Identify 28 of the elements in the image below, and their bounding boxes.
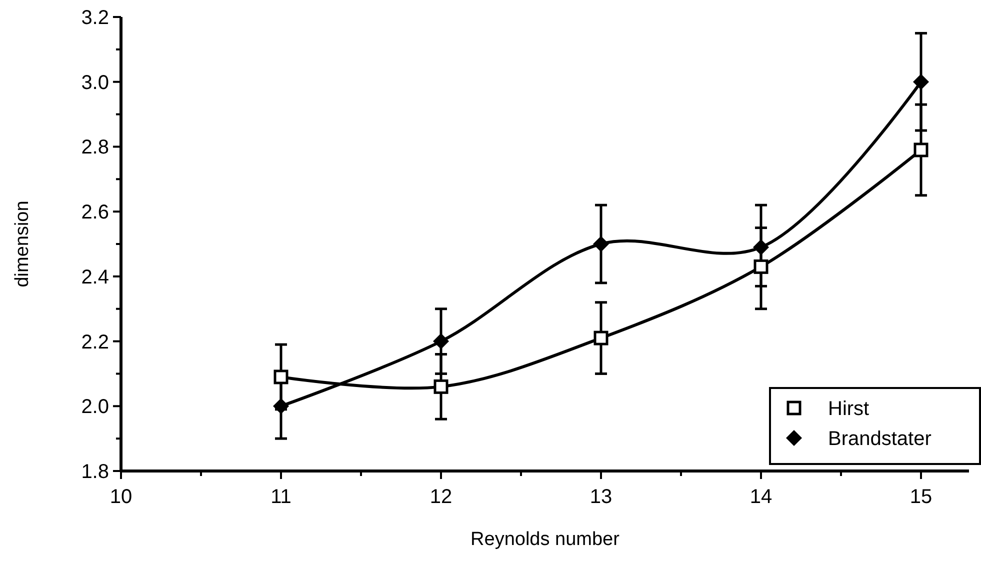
x-axis-title: Reynolds number (470, 529, 620, 550)
x-tick-label: 15 (910, 486, 932, 508)
x-tick-label: 11 (270, 486, 292, 508)
point (914, 142, 928, 158)
legend-label: Hirst (828, 398, 870, 420)
point (754, 259, 768, 274)
x-tick-label: 12 (430, 486, 452, 508)
y-axis-title: dimension (12, 200, 33, 288)
point (594, 330, 608, 346)
y-tick-label: 1.8 (81, 461, 109, 483)
y-tick-label: 2.6 (81, 202, 109, 224)
point (913, 74, 929, 90)
point (274, 370, 288, 384)
point (753, 239, 769, 256)
legend-label: Brandstater (828, 428, 932, 450)
x-tick-label: 10 (110, 486, 132, 508)
point (433, 333, 449, 350)
y-tick-label: 2.2 (81, 331, 109, 354)
point (273, 398, 289, 414)
y-tick-label: 3.0 (81, 72, 109, 94)
x-tick-label: 13 (590, 486, 612, 508)
point (593, 236, 609, 252)
y-tick-label: 3.2 (81, 7, 109, 29)
point (434, 379, 448, 394)
x-tick-label: 14 (750, 486, 772, 508)
y-tick-label: 2.0 (81, 396, 109, 418)
y-tick-label: 2.4 (81, 266, 109, 288)
y-tick-label: 2.8 (81, 136, 109, 159)
